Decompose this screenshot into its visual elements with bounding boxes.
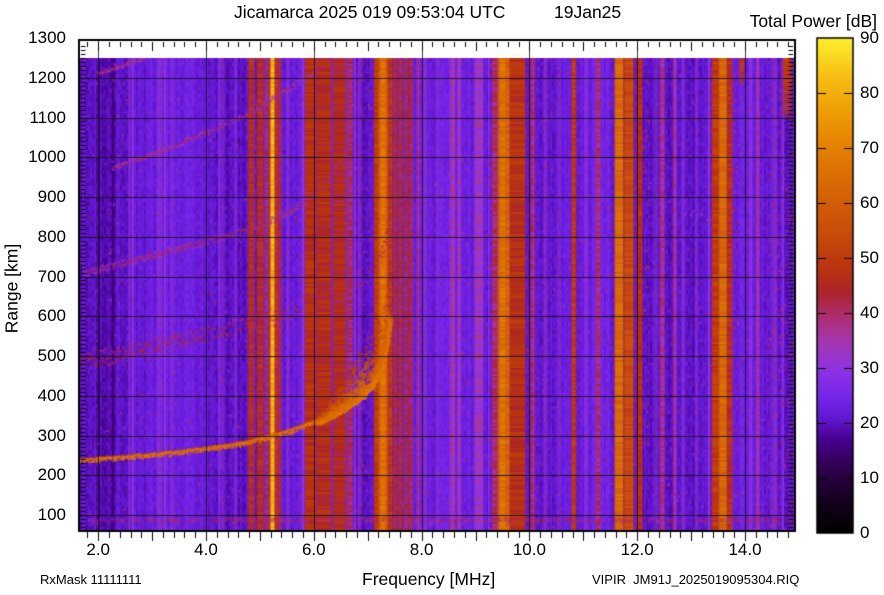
x-axis-tick-label: 6.0 — [301, 540, 326, 559]
plot-date: 19Jan25 — [554, 2, 622, 22]
colorbar-tick-label: 90 — [860, 28, 879, 47]
y-axis-tick-label: 1100 — [29, 107, 66, 127]
colorbar-tick-label: 80 — [860, 83, 879, 102]
x-axis-tick-label: 8.0 — [409, 540, 434, 559]
colorbar-tick-label: 0 — [860, 523, 870, 542]
colorbar-tick-label: 50 — [860, 248, 879, 267]
y-axis-tick-label: 100 — [37, 505, 66, 524]
y-axis-tick-label: 1000 — [28, 147, 66, 167]
y-axis-tick-label: 300 — [37, 425, 66, 445]
y-axis-tick-label: 600 — [37, 306, 66, 326]
y-axis-tick-label: 900 — [37, 187, 66, 206]
y-axis-tick-label: 800 — [37, 226, 66, 246]
x-axis-tick-label: 10.0 — [512, 540, 546, 559]
y-axis-tick-label: 700 — [37, 266, 66, 286]
y-axis-tick-label: 200 — [37, 465, 66, 485]
colorbar-tick-label: 40 — [860, 303, 879, 322]
rx-mask-label: RxMask 11111111 — [40, 572, 142, 587]
y-axis-tick-label: 1300 — [28, 28, 66, 47]
x-axis-tick-label: 14.0 — [728, 540, 762, 559]
colorbar-tick-label: 20 — [860, 413, 879, 432]
y-axis-tick-label: 500 — [37, 346, 66, 365]
colorbar-tick-label: 30 — [860, 358, 879, 377]
x-axis-tick-label: 4.0 — [194, 540, 218, 559]
y-axis-tick-label: 400 — [37, 385, 66, 405]
x-axis-tick-label: 12.0 — [620, 540, 654, 559]
colorbar-tick-label: 70 — [860, 138, 879, 157]
x-axis-label: Frequency [MHz] — [362, 569, 496, 589]
colorbar-tick-label: 10 — [860, 468, 879, 487]
x-axis-tick-label: 2.0 — [86, 540, 110, 559]
colorbar-title: Total Power [dB] — [749, 11, 877, 31]
colorbar-tick-label: 60 — [860, 193, 879, 212]
y-axis-tick-label: 1200 — [28, 67, 66, 87]
file-name-label: VIPIR JM91J_2025019095304.RIQ — [592, 572, 800, 587]
plot-title: Jicamarca 2025 019 09:53:04 UTC — [234, 2, 506, 22]
